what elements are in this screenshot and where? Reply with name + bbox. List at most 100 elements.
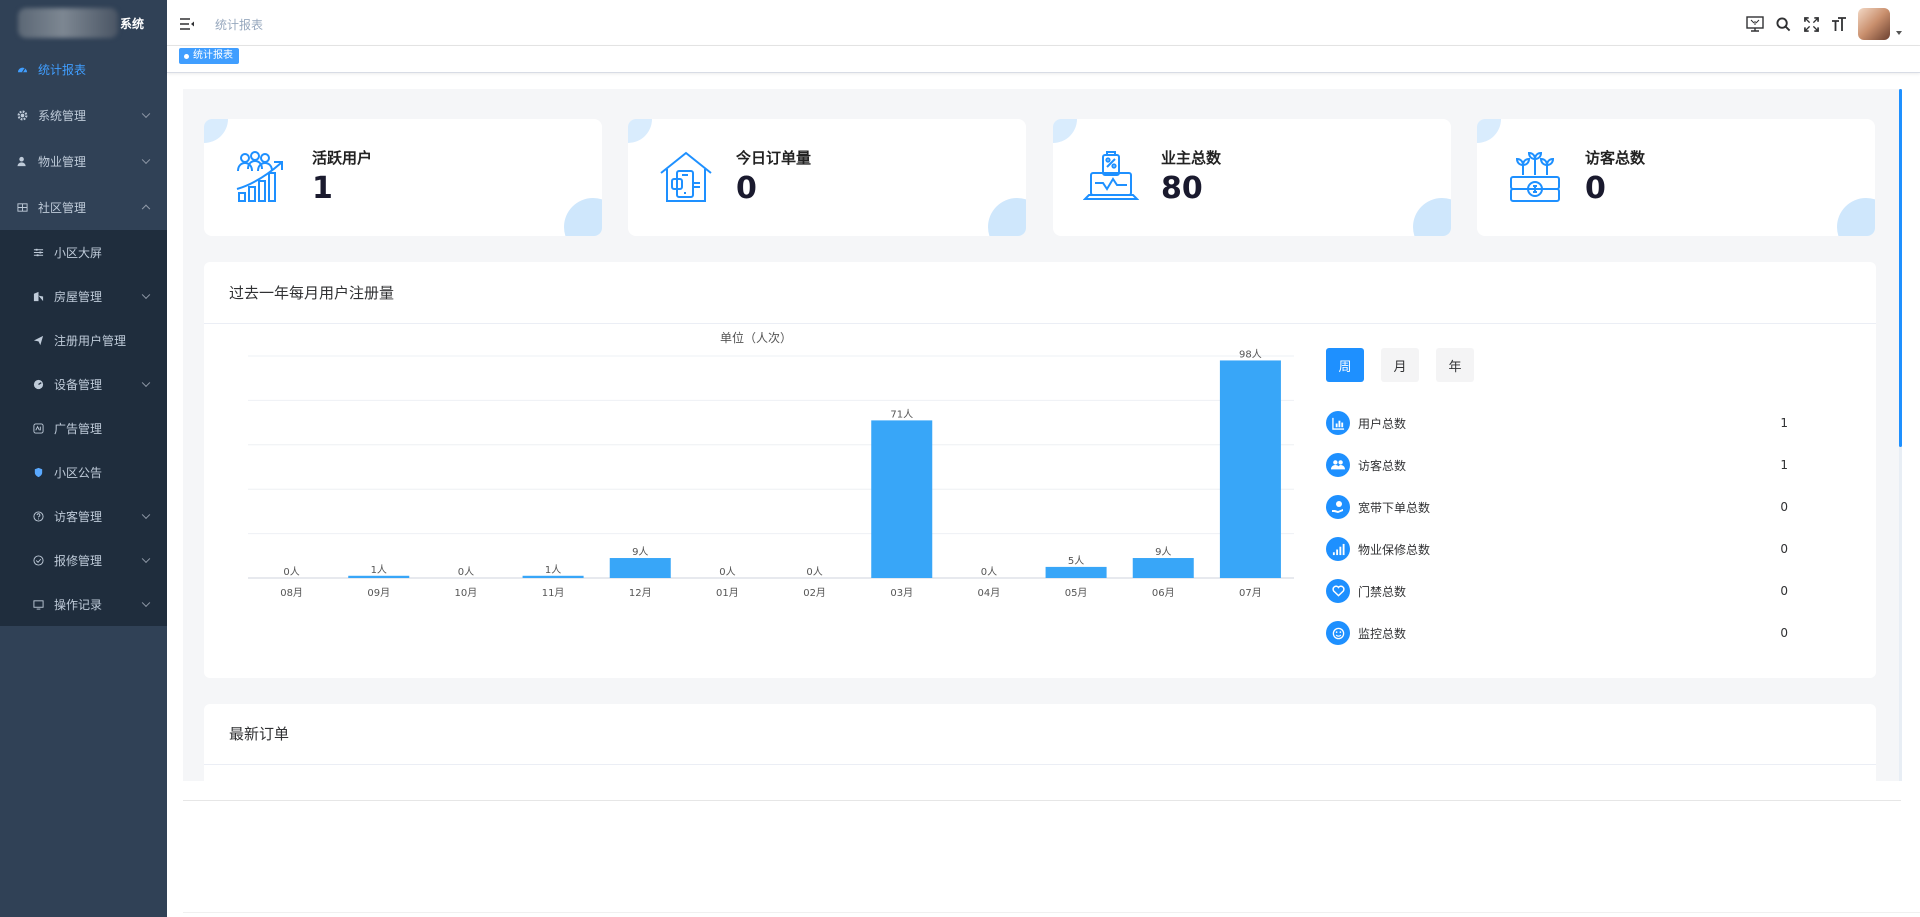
chart-x-tick-label: 03月 (890, 587, 913, 599)
user-icon (16, 155, 28, 167)
stat-row-repairs: 物业保修总数 0 (1326, 528, 1826, 570)
chevron-down-icon (141, 554, 151, 564)
font-size-icon[interactable] (1830, 15, 1848, 33)
card-decoration (1477, 119, 1501, 143)
stat-label: 监控总数 (1358, 626, 1407, 641)
sidebar-item-system[interactable]: 系统管理 (0, 92, 167, 138)
card-title: 业主总数 (1161, 149, 1222, 167)
money-plant-icon (1510, 151, 1560, 202)
shield-icon (32, 466, 44, 478)
chart-x-tick-label: 06月 (1152, 587, 1175, 599)
latest-orders-panel: 最新订单 (204, 704, 1876, 781)
logo[interactable]: 系统 (0, 0, 167, 46)
stat-label: 用户总数 (1358, 416, 1407, 431)
sidebar-item-label: 系统管理 (38, 108, 87, 123)
card-decoration (564, 198, 602, 236)
breadcrumb[interactable]: 统计报表 (215, 18, 264, 32)
sidebar-item-statistics[interactable]: 统计报表 (0, 46, 167, 92)
main-scrollbar[interactable] (1899, 89, 1902, 781)
sidebar-item-housing[interactable]: 房屋管理 (0, 274, 167, 318)
chart-data-label: 0人 (458, 566, 474, 578)
chart-data-label: 5人 (1068, 555, 1084, 567)
sidebar-item-devices[interactable]: 设备管理 (0, 362, 167, 406)
period-year-button[interactable]: 年 (1436, 348, 1474, 382)
chart-data-label: 1人 (545, 564, 561, 576)
chart-data-label: 0人 (981, 566, 997, 578)
tag-statistics[interactable]: 统计报表 (179, 48, 239, 64)
sidebar-item-label: 设备管理 (54, 377, 103, 392)
card-decoration (204, 119, 228, 143)
dashboard-icon (16, 63, 28, 75)
scrollbar-thumb[interactable] (1899, 89, 1902, 447)
hamburger-icon[interactable] (180, 15, 194, 30)
sidebar-item-label: 物业管理 (38, 154, 87, 169)
chevron-down-icon (141, 109, 151, 119)
sidebar: 系统 统计报表 系统管理 物业管理 社区管理 (0, 0, 167, 917)
chart-bar (1045, 566, 1107, 578)
divider (183, 800, 1901, 801)
search-icon[interactable] (1774, 15, 1792, 33)
card-decoration (988, 198, 1026, 236)
sidebar-item-label: 统计报表 (38, 62, 87, 77)
chart-bar (871, 420, 933, 578)
chart-data-label: 1人 (371, 564, 387, 576)
stat-row-broadband-orders: 宽带下单总数 0 (1326, 486, 1826, 528)
chart-data-label: 71人 (890, 408, 913, 420)
sidebar-item-label: 广告管理 (54, 421, 103, 436)
screen-monitor-icon[interactable] (1746, 15, 1764, 33)
registration-chart-panel: 过去一年每月用户注册量 单位（人次） 0人 08月 1人 09月 0人 10月 1人 11月 9人… (204, 262, 1876, 678)
period-week-button[interactable]: 周 (1326, 348, 1364, 382)
sidebar-item-label: 报修管理 (54, 553, 103, 568)
sidebar-item-label: 操作记录 (54, 597, 103, 612)
chart-x-tick-label: 04月 (978, 587, 1001, 599)
stat-value: 1 (1780, 416, 1788, 430)
monitor-icon (32, 598, 44, 610)
bar-chart-icon (1326, 411, 1350, 435)
sidebar-item-notices[interactable]: 小区公告 (0, 450, 167, 494)
question-icon (32, 510, 44, 522)
chevron-down-icon (141, 155, 151, 165)
card-decoration (1413, 198, 1451, 236)
chart-data-label: 0人 (719, 566, 735, 578)
sidebar-item-community[interactable]: 社区管理 (0, 184, 167, 230)
sidebar-item-label: 小区公告 (54, 465, 103, 480)
sidebar-item-registered-users[interactable]: 注册用户管理 (0, 318, 167, 362)
logo-text: 系统 (120, 16, 145, 31)
stat-value: 0 (1780, 542, 1788, 556)
sidebar-item-repairs[interactable]: 报修管理 (0, 538, 167, 582)
chart-x-tick-label: 05月 (1065, 587, 1088, 599)
fullscreen-icon[interactable] (1802, 15, 1820, 33)
chart-bar (348, 575, 410, 578)
sidebar-item-operation-log[interactable]: 操作记录 (0, 582, 167, 626)
send-icon (32, 334, 44, 346)
divider (183, 912, 1920, 913)
chevron-down-icon (141, 378, 151, 388)
tags-view: 统计报表 (167, 46, 1920, 73)
tag-dot-icon (184, 53, 189, 59)
period-month-button[interactable]: 月 (1381, 348, 1419, 382)
hand-money-icon (1326, 495, 1350, 519)
stat-card-visitors: 访客总数 0 (1477, 119, 1875, 236)
panel-title: 最新订单 (204, 704, 1876, 765)
sidebar-item-label: 房屋管理 (54, 289, 103, 304)
chart-bar (522, 575, 584, 578)
stat-row-visitors: 访客总数 1 (1326, 444, 1826, 486)
chart-data-label: 0人 (806, 566, 822, 578)
ad-icon (32, 422, 44, 434)
stat-label: 门禁总数 (1358, 584, 1407, 599)
sidebar-item-label: 小区大屏 (54, 245, 103, 260)
avatar[interactable] (1858, 8, 1890, 40)
dashboard-gauge-icon (32, 378, 44, 390)
caret-down-icon[interactable] (1896, 31, 1902, 35)
stat-card-owners: 业主总数 80 (1053, 119, 1451, 236)
chart-data-label: 9人 (1155, 546, 1171, 558)
stat-card-today-orders: 今日订单量 0 (628, 119, 1026, 236)
sidebar-item-ads[interactable]: 广告管理 (0, 406, 167, 450)
chart-data-label: 9人 (632, 546, 648, 558)
card-title: 活跃用户 (312, 149, 373, 167)
sidebar-item-bigscreen[interactable]: 小区大屏 (0, 230, 167, 274)
sidebar-item-property[interactable]: 物业管理 (0, 138, 167, 184)
sidebar-item-visitors[interactable]: 访客管理 (0, 494, 167, 538)
chart-x-tick-label: 11月 (542, 587, 565, 599)
growth-users-icon (236, 151, 283, 202)
